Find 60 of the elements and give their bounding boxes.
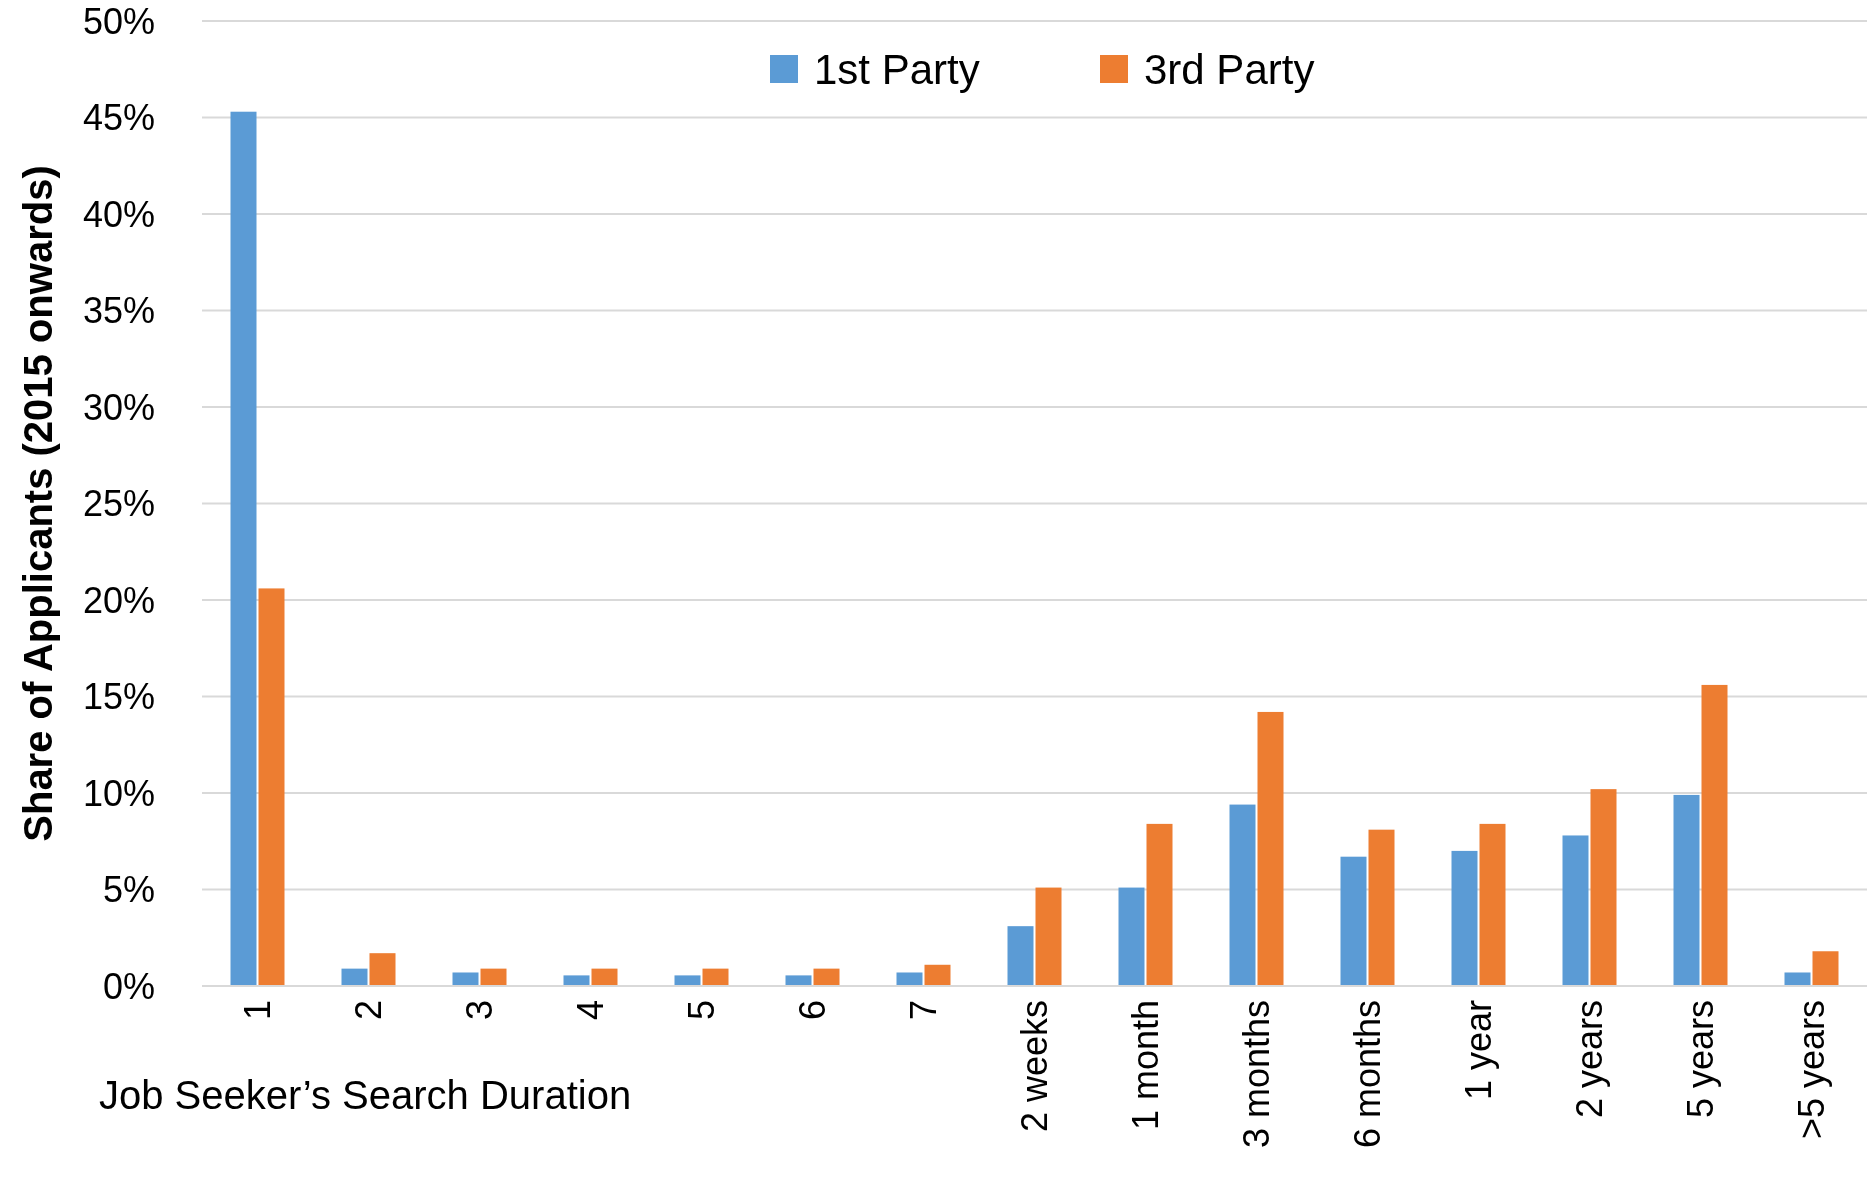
bar <box>258 588 285 986</box>
bar <box>1035 887 1062 986</box>
x-tick-label: 1 month <box>1125 1000 1167 1131</box>
x-tick-label: 6 <box>792 1000 834 1021</box>
bar <box>1118 887 1145 986</box>
x-tick-label: 3 <box>459 1000 501 1021</box>
bar <box>452 972 479 986</box>
bar <box>896 972 923 986</box>
bar <box>480 968 507 986</box>
bar <box>1784 972 1811 986</box>
x-tick-label: 2 years <box>1569 1000 1611 1119</box>
y-tick-label: 20% <box>82 579 155 621</box>
y-tick-label: 35% <box>82 290 155 332</box>
x-tick-label: >5 years <box>1791 1000 1833 1140</box>
x-tick-label: 1 <box>237 1000 279 1021</box>
bar <box>563 975 590 986</box>
bar <box>1562 835 1589 986</box>
bar <box>813 968 840 986</box>
x-tick-label: 3 months <box>1236 1000 1278 1149</box>
bar <box>1479 823 1506 986</box>
x-tick-label: 5 years <box>1680 1000 1722 1119</box>
y-axis-title: Share of Applicants (2015 onwards) <box>16 165 60 842</box>
bar <box>702 968 729 986</box>
x-tick-label: 2 <box>348 1000 390 1021</box>
y-tick-label: 25% <box>82 483 155 525</box>
legend-label: 1st Party <box>814 45 980 93</box>
x-tick-label: 4 <box>570 1000 612 1021</box>
y-tick-label: 15% <box>82 676 155 718</box>
y-tick-label: 50% <box>82 0 155 42</box>
y-tick-label: 40% <box>82 193 155 235</box>
bar <box>230 111 257 986</box>
x-tick-label: 1 year <box>1458 1000 1500 1101</box>
bar <box>924 964 951 986</box>
bar <box>341 968 368 986</box>
bar <box>1368 829 1395 986</box>
bar <box>1812 951 1839 986</box>
bar <box>1146 823 1173 986</box>
bar <box>369 953 396 986</box>
bar <box>1701 684 1728 986</box>
x-tick-label: 5 <box>681 1000 723 1021</box>
bar <box>1229 804 1256 986</box>
y-tick-label: 0% <box>102 965 155 1007</box>
bar <box>1673 794 1700 986</box>
bar <box>1340 856 1367 986</box>
bar <box>1451 850 1478 986</box>
x-axis-title: Job Seeker’s Search Duration <box>99 1073 632 1117</box>
y-tick-label: 10% <box>82 772 155 814</box>
bar <box>674 975 701 986</box>
y-tick-label: 30% <box>82 386 155 428</box>
bar <box>591 968 618 986</box>
x-tick-label: 6 months <box>1347 1000 1389 1149</box>
y-tick-label: 45% <box>82 97 155 139</box>
legend-label: 3rd Party <box>1144 45 1315 93</box>
x-tick-label: 7 <box>903 1000 945 1021</box>
x-tick-label: 2 weeks <box>1014 1000 1056 1133</box>
bar <box>1590 789 1617 986</box>
bar <box>1257 711 1284 986</box>
bar <box>785 975 812 986</box>
y-tick-label: 5% <box>102 869 155 911</box>
bar <box>1007 926 1034 986</box>
